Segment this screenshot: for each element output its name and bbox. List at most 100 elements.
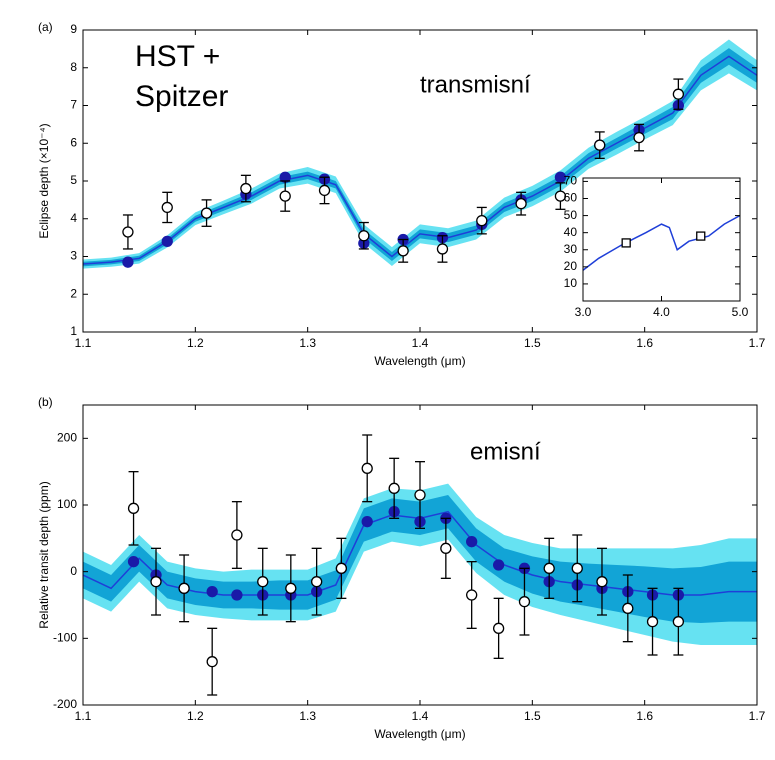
x-tick-label: 1.6 — [636, 336, 653, 350]
x-tick-label: 5.0 — [732, 305, 749, 319]
data-point — [361, 462, 373, 474]
data-point — [122, 256, 134, 268]
panel: 1.1 1.2 1.3 1.4 1.5 1.6 1.7 -200 -100 0 100 200 Wave… — [37, 395, 765, 741]
plot-area — [83, 434, 757, 696]
x-tick-label: 1.3 — [299, 336, 316, 350]
y-tick-label: -200 — [53, 697, 77, 711]
data-point — [543, 562, 555, 574]
data-point — [206, 656, 218, 668]
y-tick-label: 100 — [57, 497, 77, 511]
x-tick-label: 3.0 — [575, 305, 592, 319]
y-axis-label: Relative transit depth (ppm) — [37, 481, 51, 628]
data-point — [200, 207, 213, 219]
panel: 3.0 4.0 5.0 10 20 30 40 50 60 70 — [564, 174, 749, 320]
annotation: Spitzer — [135, 80, 228, 113]
data-point — [150, 576, 162, 588]
data-point — [466, 536, 478, 548]
data-point — [285, 582, 297, 594]
y-tick-label: 200 — [57, 431, 77, 445]
y-tick-label: 3 — [70, 249, 77, 263]
data-point — [127, 556, 140, 568]
data-point — [440, 542, 452, 554]
data-point — [388, 482, 400, 494]
data-point — [515, 197, 527, 210]
y-tick-label: 4 — [70, 211, 77, 225]
y-tick-label: 60 — [564, 191, 578, 205]
model-line — [83, 55, 757, 265]
data-point — [476, 214, 488, 227]
panel-label: (b) — [38, 395, 53, 409]
data-point — [554, 171, 567, 183]
data-point — [621, 238, 631, 248]
y-tick-label: 5 — [70, 173, 77, 187]
x-tick-label: 1.5 — [524, 336, 541, 350]
data-point — [318, 184, 331, 197]
x-tick-label: 1.2 — [187, 709, 204, 723]
data-point — [240, 182, 252, 195]
y-tick-label: 10 — [564, 276, 578, 290]
annotation: HST + — [135, 40, 220, 73]
y-tick-label: 70 — [564, 174, 578, 188]
y-tick-label: 40 — [564, 225, 578, 239]
data-point — [358, 230, 370, 242]
data-point — [231, 589, 243, 601]
data-point — [436, 243, 449, 255]
y-tick-label: 2 — [70, 286, 77, 300]
data-point — [646, 616, 659, 628]
x-tick-label: 1.3 — [299, 709, 316, 723]
y-tick-label: 9 — [70, 22, 77, 36]
y-tick-label: -100 — [53, 631, 77, 645]
x-tick-label: 1.5 — [524, 709, 541, 723]
x-tick-label: 1.7 — [749, 336, 766, 350]
x-tick-label: 1.7 — [749, 709, 766, 723]
data-point — [672, 88, 685, 100]
x-tick-label: 1.1 — [75, 709, 92, 723]
uncertainty-band — [83, 495, 757, 623]
data-point — [633, 131, 645, 144]
plot-area — [583, 214, 740, 271]
panel: 1.1 1.2 1.3 1.4 1.5 1.6 1.7 1 2 3 4 5 6 7 8 9 Wavelength… — [37, 20, 765, 368]
data-point — [178, 582, 190, 594]
x-axis-label: Wavelength (μm) — [374, 727, 465, 741]
y-axis-label: Eclipse depth (×10⁻⁴) — [37, 123, 51, 238]
y-tick-label: 7 — [70, 98, 77, 112]
x-tick-label: 1.4 — [412, 336, 429, 350]
data-point — [622, 602, 634, 614]
data-point — [206, 586, 218, 598]
y-tick-label: 0 — [70, 564, 77, 578]
data-point — [492, 559, 505, 571]
data-point — [335, 562, 348, 574]
data-point — [361, 516, 373, 528]
x-axis-label: Wavelength (μm) — [374, 354, 465, 368]
model-line — [583, 214, 740, 271]
annotation: emisní — [470, 438, 541, 465]
data-point — [414, 489, 426, 501]
x-tick-label: 1.4 — [412, 709, 429, 723]
annotation: transmisní — [420, 71, 531, 98]
x-tick-label: 1.6 — [636, 709, 653, 723]
data-point — [311, 576, 323, 588]
data-point — [127, 502, 140, 514]
y-tick-label: 50 — [564, 208, 578, 222]
y-tick-label: 30 — [564, 242, 578, 256]
data-point — [279, 190, 291, 202]
x-tick-label: 1.2 — [187, 336, 204, 350]
data-point — [696, 231, 706, 241]
data-point — [571, 562, 583, 574]
data-point — [554, 190, 567, 202]
y-tick-label: 8 — [70, 60, 77, 74]
y-tick-label: 6 — [70, 135, 77, 149]
x-tick-label: 1.1 — [75, 336, 92, 350]
plot-area — [83, 39, 757, 269]
data-point — [492, 622, 505, 634]
data-point — [596, 576, 608, 588]
inset-background — [583, 178, 740, 301]
data-point — [231, 529, 243, 541]
panel-label: (a) — [38, 20, 53, 34]
data-point — [161, 235, 173, 248]
data-point — [466, 589, 478, 601]
y-tick-label: 1 — [70, 324, 77, 338]
data-point — [518, 596, 531, 608]
